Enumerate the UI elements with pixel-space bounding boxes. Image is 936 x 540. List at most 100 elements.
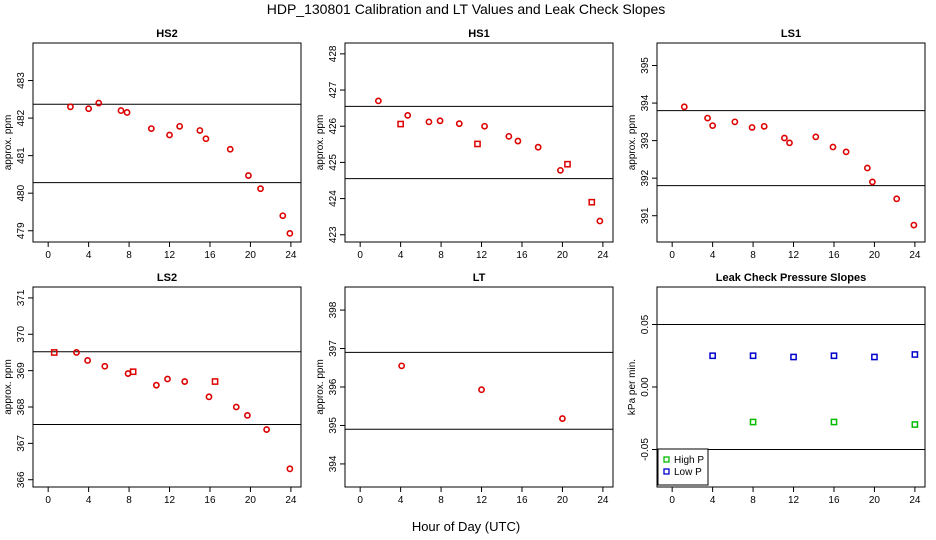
ls2-x-tick-label: 0 [45, 495, 51, 506]
leak-x-tick-label: 12 [788, 495, 800, 506]
ls2-y-tick-label: 366 [16, 471, 27, 488]
hs2-data-point [286, 229, 294, 237]
hs2-y-axis-label: approx. ppm [3, 115, 14, 171]
leak-data-point [871, 353, 878, 361]
hs1-data-point [564, 160, 571, 168]
hs2-data-point [85, 105, 93, 113]
ls2-data-point [164, 375, 171, 383]
ls1-data-point [893, 195, 901, 203]
ls1-x-tick-label: 16 [828, 250, 840, 261]
lt-plot-frame [344, 286, 614, 488]
ls1-data-point [748, 124, 756, 131]
hs1-data-point [505, 132, 513, 140]
lt-data-point [559, 415, 566, 422]
ls2-plot-frame [32, 286, 302, 488]
hs2-x-tick-label: 20 [245, 250, 257, 261]
leak-x-tick-label: 4 [710, 495, 716, 506]
lt-y-tick-label: 396 [328, 378, 339, 395]
lt-y-tick-label: 394 [328, 455, 339, 472]
ls1-x-tick-label: 0 [669, 250, 675, 261]
hs2-panel: HS2 approx. ppm 0 4 8 12 16 20 24 479 480 481 482 483 [3, 28, 302, 261]
leak-title: Leak Check Pressure Slopes [716, 272, 866, 284]
lt-data-point [398, 362, 406, 370]
ls2-x-tick-label: 12 [164, 495, 176, 506]
leak-data-point [911, 421, 919, 428]
hs1-y-tick-label: 425 [328, 154, 339, 171]
ls1-y-tick-label: 391 [640, 207, 651, 224]
ls2-x-tick-label: 4 [86, 495, 92, 506]
ls2-data-point [181, 378, 189, 385]
hs1-y-tick-label: 427 [328, 81, 339, 98]
legend-label: High P [674, 455, 704, 466]
ls1-y-axis-label: approx. ppm [627, 115, 638, 171]
hs2-data-point [123, 109, 131, 116]
ls1-y-tick-label: 392 [640, 169, 651, 186]
lt-y-tick-label: 395 [328, 417, 339, 434]
ls1-data-point [842, 148, 850, 156]
hs1-x-tick-label: 12 [476, 250, 488, 261]
ls2-data-point [286, 465, 294, 473]
ls2-title: LS2 [157, 272, 177, 284]
leak-y-tick-label: 0.00 [640, 377, 651, 397]
ls1-x-tick-label: 24 [909, 250, 921, 261]
ls1-panel: LS1 approx. ppm 0 4 8 12 16 20 24 391 392 393 394 395 [627, 28, 926, 261]
ls2-y-tick-label: 369 [16, 362, 27, 379]
ls2-y-tick-label: 368 [16, 398, 27, 415]
lt-x-tick-label: 0 [357, 495, 363, 506]
hs2-y-tick-label: 481 [16, 147, 27, 164]
hs1-data-point [514, 137, 522, 145]
ls2-data-point [205, 393, 213, 401]
hs1-plot-frame [344, 42, 614, 243]
ls2-y-axis-label: approx. ppm [3, 359, 14, 415]
ls1-data-point [786, 139, 793, 147]
hs2-data-point [279, 212, 287, 220]
hs2-x-tick-label: 4 [86, 250, 92, 261]
hs2-x-tick-label: 12 [164, 250, 176, 261]
hs1-data-point [436, 117, 444, 125]
leak-data-point [749, 418, 757, 426]
hs1-data-point [534, 143, 542, 151]
leak-x-tick-label: 24 [909, 495, 921, 506]
leak-x-tick-label: 0 [669, 495, 675, 506]
leak-data-point [749, 352, 757, 360]
hs1-data-point [404, 111, 412, 119]
ls2-data-point [129, 368, 137, 376]
leak-y-tick-label: 0.05 [640, 314, 651, 334]
hs1-y-axis-label: approx. ppm [315, 115, 326, 171]
hs1-data-point [588, 198, 596, 206]
hs1-y-tick-label: 423 [328, 226, 339, 243]
ls1-data-point [829, 143, 837, 151]
ls1-y-tick-label: 395 [640, 57, 651, 74]
hs2-data-point [196, 127, 204, 134]
hs1-y-tick-label: 428 [328, 45, 339, 62]
lt-y-axis-label: approx. ppm [315, 359, 326, 415]
ls2-y-tick-label: 370 [16, 325, 27, 342]
ls2-data-point [263, 426, 271, 433]
hs2-data-point [67, 103, 74, 111]
leak-data-point [830, 352, 838, 360]
ls1-title: LS1 [781, 28, 801, 40]
lt-x-tick-label: 20 [557, 495, 569, 506]
ls2-data-point [211, 378, 219, 385]
hs1-x-tick-label: 24 [597, 250, 609, 261]
hs1-data-point [455, 120, 463, 128]
hs1-x-tick-label: 4 [398, 250, 404, 261]
ls1-data-point [869, 178, 876, 186]
ls1-x-tick-label: 4 [710, 250, 716, 261]
ls1-x-tick-label: 8 [750, 250, 756, 261]
hs1-panel: HS1 approx. ppm 0 4 8 12 16 20 24 423 424 425 426 427… [315, 28, 614, 261]
leak-data-point [830, 418, 838, 426]
hs2-y-tick-label: 480 [16, 184, 27, 201]
hs2-data-point [202, 135, 210, 143]
ls2-x-tick-label: 20 [245, 495, 257, 506]
hs2-plot-frame [32, 42, 302, 243]
hs1-data-point [596, 217, 604, 225]
leak-x-tick-label: 8 [750, 495, 756, 506]
hs2-y-tick-label: 483 [16, 72, 27, 89]
ls2-x-tick-label: 8 [126, 495, 132, 506]
hs1-data-point [374, 97, 382, 105]
hs1-y-tick-label: 426 [328, 117, 339, 134]
hs1-x-tick-label: 16 [516, 250, 528, 261]
legend-marker [663, 468, 670, 475]
